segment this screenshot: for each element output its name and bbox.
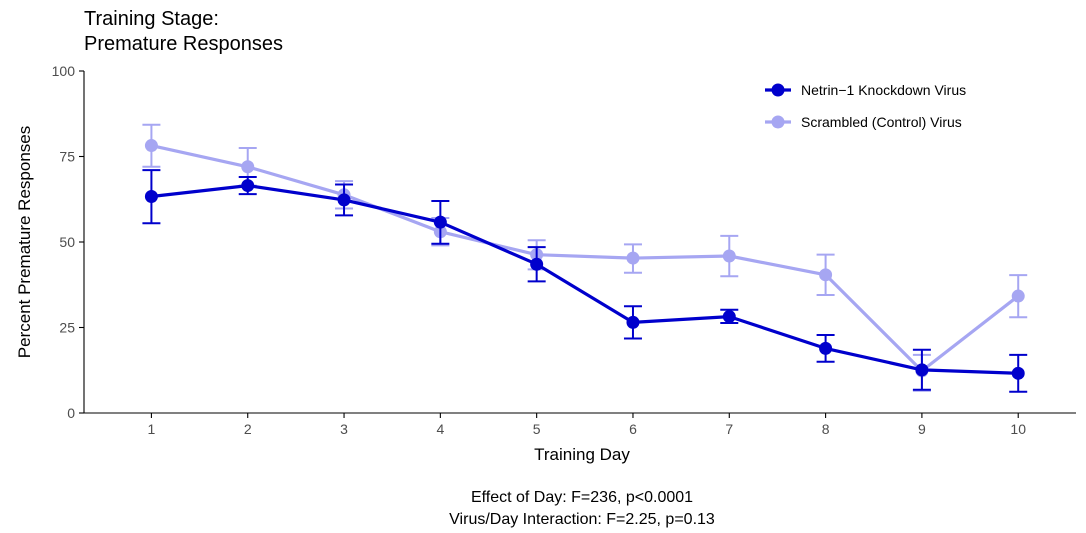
data-point [337,193,351,207]
chart-title-line-2: Premature Responses [84,33,283,55]
x-tick-label: 9 [918,421,926,437]
data-point [915,363,929,377]
y-tick-label: 50 [59,234,75,250]
x-tick-label: 2 [244,421,252,437]
plot-series [142,123,1028,393]
data-point [241,179,255,193]
data-point [722,310,736,324]
data-point [241,160,255,174]
legend-label: Scrambled (Control) Virus [801,114,962,130]
chart-title: Training Stage: Premature Responses [84,8,283,55]
data-point [722,249,736,263]
y-tick-label: 25 [59,320,75,336]
chart-title-line-1: Training Stage: [84,8,219,30]
data-point [626,251,640,265]
x-tick-label: 8 [822,421,830,437]
y-tick-label: 0 [67,405,75,421]
statistics-annotation: Effect of Day: F=236, p<0.0001 Virus/Day… [449,489,715,528]
data-point [626,315,640,329]
legend-item: Scrambled (Control) Virus [765,114,962,130]
y-tick-label: 100 [52,63,76,79]
legend: Netrin−1 Knockdown Virus Scrambled (Contr… [765,82,966,130]
series-control [142,123,1028,392]
legend-item: Netrin−1 Knockdown Virus [765,82,966,98]
x-tick-label: 1 [148,421,156,437]
data-point [144,139,158,153]
data-point [1011,366,1025,380]
y-ticks: 0 25 50 75 100 [52,63,84,421]
data-point [1011,289,1025,303]
x-axis-title: Training Day [534,445,630,464]
data-point [530,257,544,271]
data-point [144,190,158,204]
x-tick-label: 3 [340,421,348,437]
legend-label: Netrin−1 Knockdown Virus [801,82,966,98]
series-knockdown [142,169,1028,393]
legend-point-swatch [771,115,785,129]
data-point [819,341,833,355]
x-ticks: 1 2 3 4 5 6 7 8 9 10 [148,413,1026,437]
x-tick-label: 10 [1010,421,1026,437]
y-tick-label: 75 [59,149,75,165]
x-tick-label: 4 [436,421,444,437]
data-point [433,215,447,229]
legend-point-swatch [771,83,785,97]
x-tick-label: 5 [533,421,541,437]
annotation-day-effect: Effect of Day: F=236, p<0.0001 [471,489,693,506]
x-tick-label: 6 [629,421,637,437]
y-axis-title: Percent Premature Responses [15,126,34,358]
annotation-interaction: Virus/Day Interaction: F=2.25, p=0.13 [449,511,715,528]
x-tick-label: 7 [725,421,733,437]
data-point [819,268,833,282]
series-line [151,144,1020,373]
series-line [151,184,1019,375]
